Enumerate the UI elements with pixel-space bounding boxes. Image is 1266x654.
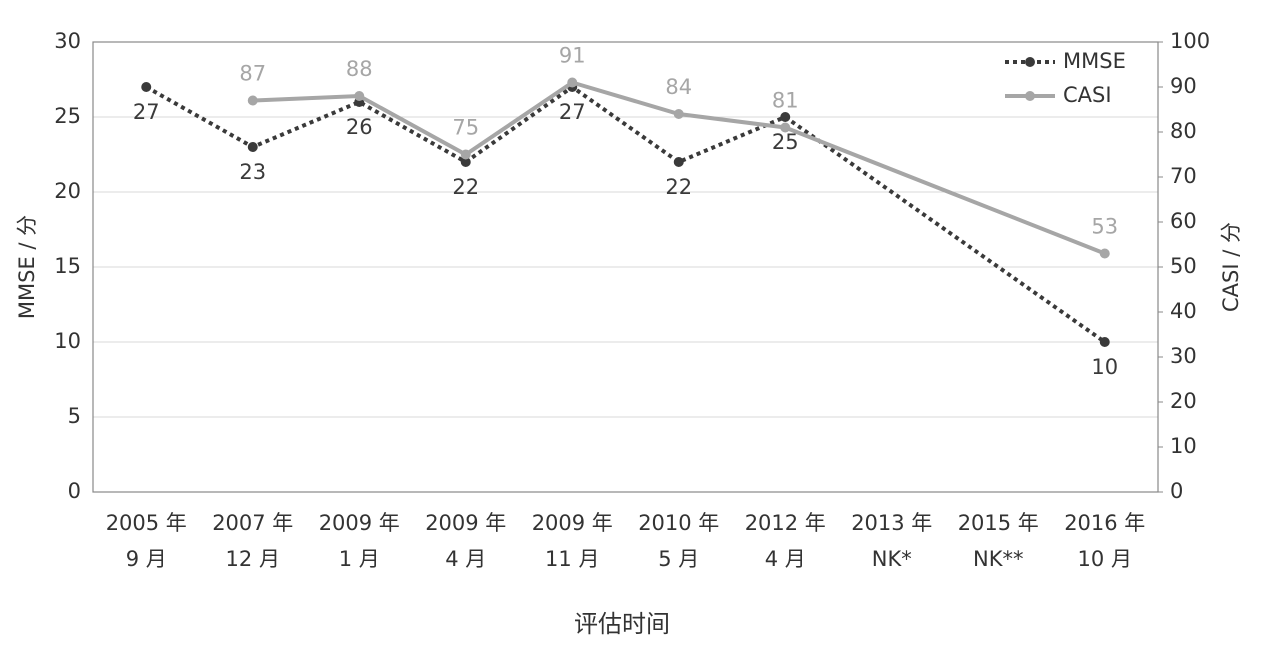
x-tick-label: 2009 年 (532, 511, 613, 535)
x-tick-label: 2007 年 (212, 511, 293, 535)
point (247, 95, 258, 106)
point (1099, 248, 1110, 259)
x-tick-label: 2010 年 (638, 511, 719, 535)
x-tick-label: 4 月 (765, 547, 806, 571)
legend-marker (1025, 91, 1035, 101)
y2-tick-label: 40 (1170, 299, 1197, 323)
point (1099, 337, 1110, 347)
data-label: 10 (1091, 355, 1118, 379)
plot-border (92, 41, 1159, 493)
legend-marker (1025, 57, 1035, 67)
point (460, 149, 471, 160)
data-label: 26 (346, 115, 373, 139)
x-tick-label: 10 月 (1078, 547, 1132, 571)
x-tick-label: 2013 年 (851, 511, 932, 535)
y-tick-label: 30 (54, 29, 81, 53)
x-tick-label: 12 月 (226, 547, 280, 571)
x-tick-label: 4 月 (445, 547, 486, 571)
y-tick-label: 15 (54, 254, 81, 278)
y2-tick-label: 10 (1170, 434, 1197, 458)
x-tick-label: 2009 年 (425, 511, 506, 535)
point (141, 82, 152, 92)
x-tick-label: 2016 年 (1064, 511, 1145, 535)
x-tick-label: 5 月 (658, 547, 699, 571)
data-label: 22 (665, 175, 692, 199)
y2-tick-label: 100 (1170, 29, 1210, 53)
series-line (145, 84, 1106, 344)
x-tick-label: 11 月 (545, 547, 599, 571)
series-line (252, 80, 1106, 256)
y-tick-label: 20 (54, 179, 81, 203)
y2-tick-label: 60 (1170, 209, 1197, 233)
y-tick-label: 0 (68, 479, 81, 503)
point (780, 112, 791, 122)
y2-tick-label: 20 (1170, 389, 1197, 413)
point (673, 109, 684, 119)
x-tick-label: 9 月 (126, 547, 167, 571)
y-axis-label: MMSE / 分 (15, 215, 39, 319)
x-tick-label: 2012 年 (745, 511, 826, 535)
y2-tick-label: 50 (1170, 254, 1197, 278)
x-tick-label: 2009 年 (319, 511, 400, 535)
point (673, 157, 684, 167)
legend-label: MMSE (1063, 49, 1126, 73)
y2-tick-label: 30 (1170, 344, 1197, 368)
data-label: 27 (133, 100, 160, 124)
data-label: 81 (772, 89, 799, 113)
point (780, 122, 791, 133)
x-tick-label: NK** (973, 547, 1023, 571)
point (354, 91, 365, 101)
point (247, 142, 258, 152)
point (567, 77, 578, 88)
data-label: 27 (559, 100, 586, 124)
y2-axis-label: CASI / 分 (1219, 222, 1243, 312)
data-label: 53 (1091, 215, 1118, 239)
y-tick-label: 25 (54, 104, 81, 128)
y2-tick-label: 90 (1170, 74, 1197, 98)
y2-tick-label: 70 (1170, 164, 1197, 188)
point (460, 157, 471, 167)
data-label: 25 (772, 130, 799, 154)
data-label: 22 (452, 175, 479, 199)
x-axis-label: 评估时间 (574, 610, 670, 638)
x-tick-label: 2015 年 (958, 511, 1039, 535)
data-label: 91 (559, 44, 586, 68)
data-label: 84 (665, 75, 692, 99)
y2-tick-label: 80 (1170, 119, 1197, 143)
y2-tick-label: 0 (1170, 479, 1183, 503)
legend-label: CASI (1063, 83, 1112, 107)
data-label: 75 (452, 116, 479, 140)
x-tick-label: 1 月 (339, 547, 380, 571)
y-tick-label: 10 (54, 329, 81, 353)
data-label: 87 (239, 62, 266, 86)
x-tick-label: 2005 年 (106, 511, 187, 535)
x-tick-label: NK* (872, 547, 912, 571)
data-label: 88 (346, 57, 373, 81)
y-tick-label: 5 (68, 404, 81, 428)
data-label: 23 (239, 160, 266, 184)
